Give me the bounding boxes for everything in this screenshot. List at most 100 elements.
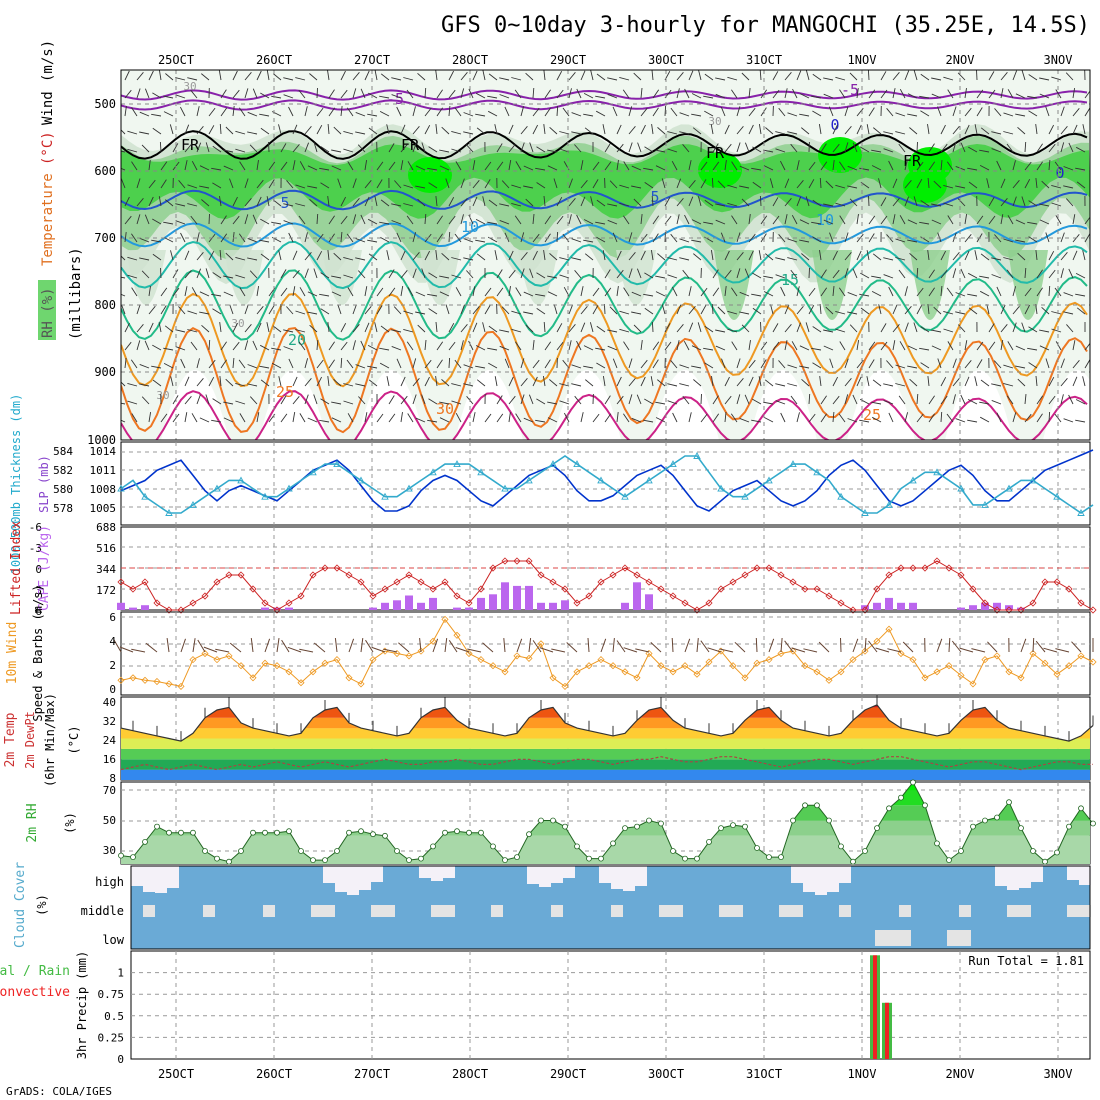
contour-label: FR (903, 152, 922, 170)
wind-barb (676, 214, 680, 225)
wind-barb-10m (532, 640, 542, 653)
wind-barb-10m (192, 638, 196, 653)
wind-barb (1082, 250, 1086, 261)
wind-barb (1084, 342, 1090, 351)
cloud-tick: high (95, 875, 124, 889)
cape-bar (525, 585, 533, 610)
wind-barb (909, 127, 918, 135)
wind-barb (435, 376, 438, 387)
thickness-marker (741, 492, 749, 500)
wind-speed-marker (753, 659, 761, 667)
wind-barb (979, 290, 990, 297)
wind-barb (736, 142, 741, 153)
wind-barb (590, 70, 594, 81)
wind-barb (547, 275, 558, 279)
x-bottom-tick-label: 28OCT (452, 1067, 488, 1081)
wind-barb (196, 142, 202, 153)
wind-barb (562, 107, 570, 117)
wind-barb (340, 70, 346, 81)
wind-barb (643, 419, 654, 423)
wind-barb (292, 396, 300, 405)
contour-label: FR (706, 144, 725, 162)
wind-barb (436, 107, 443, 117)
wind-barb (286, 180, 294, 189)
wind-barb (724, 395, 732, 405)
wind-barb (340, 231, 343, 243)
wind-barb (784, 340, 788, 351)
wind-barb (271, 362, 282, 369)
rh-point (454, 828, 460, 835)
wind-barb (796, 160, 800, 171)
wind-barb (199, 165, 210, 171)
cape-bar (1005, 605, 1013, 610)
wind-barb (441, 126, 450, 135)
wind-barb (1007, 89, 1014, 99)
wind-barb (571, 238, 582, 243)
wind-barb (484, 179, 491, 189)
wind-barb (472, 196, 478, 207)
wind-barb (280, 269, 287, 279)
wind-barb (316, 87, 318, 99)
wind-barb (787, 364, 798, 369)
wind-barb (739, 417, 750, 423)
wind-barb (904, 322, 909, 333)
cape-bar (405, 595, 413, 610)
wind-barb (496, 287, 504, 297)
wind-barb-10m (334, 638, 338, 653)
wind-barb (340, 322, 347, 333)
precip-convective-bar (885, 1002, 889, 1059)
cloud-panel-frame (130, 865, 1091, 950)
wind-barb (165, 73, 174, 81)
wind-barb (1015, 345, 1026, 351)
rh-point (118, 852, 124, 859)
wind-barb (763, 275, 774, 279)
wind-barb (839, 341, 846, 351)
wind-barb (163, 363, 174, 369)
wind-barb (947, 215, 954, 225)
wind-barb-10m (281, 639, 290, 653)
cloud-cell-clear (635, 866, 647, 886)
cloud-cell-mid (671, 905, 683, 917)
wind-barb (576, 88, 582, 99)
wind-barb (667, 148, 678, 153)
li-marker (141, 578, 149, 586)
wind-speed-marker (1077, 652, 1085, 660)
wind-barb (622, 89, 630, 99)
wind-barb (319, 293, 330, 297)
wind-barb (1051, 328, 1062, 333)
thickness-marker (141, 492, 149, 500)
wind-speed-marker (261, 659, 269, 667)
wind-barb (199, 417, 210, 423)
wind-barb (937, 232, 942, 243)
wind-barb (367, 218, 378, 225)
wind-barb (952, 394, 956, 405)
wind-barb (628, 232, 633, 243)
rh-point (958, 848, 964, 854)
wind-barb (832, 160, 835, 171)
wind-barb (136, 72, 144, 81)
wind-barb (712, 269, 719, 279)
li-marker (861, 606, 869, 614)
wind-barb (208, 339, 211, 351)
wind-barb (895, 131, 906, 135)
cape-bar (561, 600, 569, 610)
wind-barb (616, 124, 622, 135)
wind-barb (933, 180, 942, 189)
wind-barb (455, 161, 462, 171)
li-ylabel: Lifted Index (9, 521, 24, 615)
wind-barb (144, 340, 150, 351)
wind-barb (996, 160, 1002, 171)
wind-barb (388, 161, 396, 171)
wind-barb (1051, 202, 1062, 207)
wind-barb (994, 108, 1002, 117)
dry-dome (553, 370, 621, 440)
wind-barb (871, 165, 882, 171)
wind-barb (403, 328, 414, 333)
wind-barb (504, 232, 510, 243)
wind-barb (376, 179, 383, 189)
wind-barb (424, 376, 430, 387)
wind-barb-10m (299, 648, 314, 653)
wind-barb (784, 214, 788, 225)
wind-barb (763, 417, 774, 423)
